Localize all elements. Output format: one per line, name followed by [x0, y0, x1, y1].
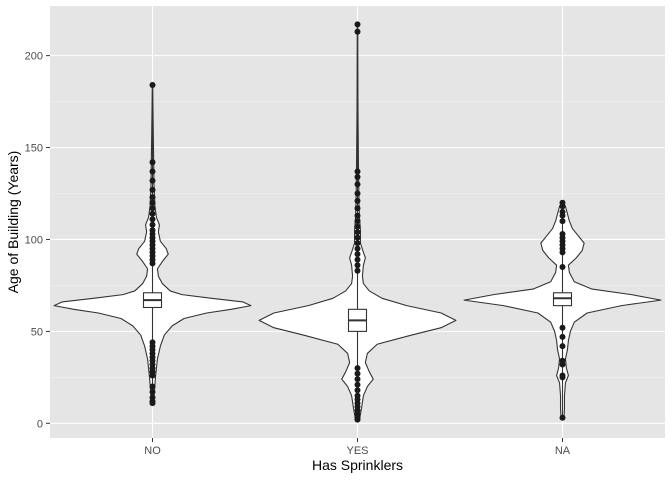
- outlier-point: [149, 159, 156, 166]
- outlier-point: [559, 203, 566, 210]
- outlier-point: [354, 181, 361, 188]
- outlier-point: [149, 260, 156, 267]
- outlier-point: [354, 251, 361, 258]
- outlier-point: [354, 365, 361, 372]
- y-axis-title: Age of Building (Years): [5, 151, 21, 294]
- outlier-point: [354, 387, 361, 394]
- x-tick-label: NA: [555, 445, 571, 457]
- violin-group-yes: [258, 21, 457, 423]
- y-tick-label: 0: [37, 418, 43, 430]
- outlier-point: [559, 264, 566, 271]
- outlier-point: [354, 190, 361, 197]
- outlier-point: [354, 223, 361, 230]
- outlier-point: [559, 361, 566, 368]
- x-axis-ticks: NO YES NA: [144, 438, 571, 457]
- outlier-point: [354, 370, 361, 377]
- outlier-point: [559, 212, 566, 219]
- outlier-point: [149, 194, 156, 201]
- y-tick-label: 150: [25, 143, 43, 155]
- violin-group-no: [53, 82, 252, 407]
- outlier-point: [149, 400, 156, 407]
- outlier-point: [354, 197, 361, 204]
- outlier-point: [354, 21, 361, 28]
- y-tick-label: 50: [31, 326, 43, 338]
- outlier-point: [354, 262, 361, 269]
- outlier-point: [354, 381, 361, 388]
- outlier-point: [354, 234, 361, 241]
- outlier-point: [559, 343, 566, 350]
- outlier-point: [559, 218, 566, 225]
- y-tick-label: 100: [25, 234, 43, 246]
- outlier-point: [559, 374, 566, 381]
- outlier-point: [354, 240, 361, 247]
- outlier-point: [354, 256, 361, 263]
- outlier-point: [354, 267, 361, 274]
- outlier-point: [149, 210, 156, 217]
- outlier-point: [559, 414, 566, 421]
- outlier-point: [149, 199, 156, 206]
- outlier-point: [354, 168, 361, 175]
- outlier-point: [354, 376, 361, 383]
- outlier-point: [149, 168, 156, 175]
- outlier-point: [149, 389, 156, 396]
- outlier-point: [149, 372, 156, 379]
- x-tick-label: YES: [346, 445, 368, 457]
- outlier-point: [354, 229, 361, 236]
- outlier-point: [149, 221, 156, 228]
- violin-group-na: [463, 199, 662, 421]
- outlier-point: [149, 82, 156, 89]
- outlier-point: [559, 249, 566, 256]
- outlier-point: [149, 177, 156, 184]
- outlier-point: [149, 383, 156, 390]
- outlier-point: [149, 205, 156, 212]
- outlier-point: [149, 216, 156, 223]
- x-tick-label: NO: [144, 445, 161, 457]
- outlier-point: [149, 186, 156, 193]
- outlier-point: [354, 28, 361, 35]
- outlier-point: [354, 218, 361, 225]
- outlier-point: [559, 324, 566, 331]
- violins: [53, 21, 662, 423]
- outlier-point: [354, 245, 361, 252]
- x-axis-title: Has Sprinklers: [312, 457, 403, 473]
- outlier-point: [354, 416, 361, 423]
- outlier-point: [354, 173, 361, 180]
- outlier-point: [354, 212, 361, 219]
- y-tick-label: 200: [25, 51, 43, 63]
- y-axis-ticks: 0 50 100 150 200: [25, 51, 50, 430]
- outlier-point: [559, 333, 566, 340]
- outlier-point: [354, 205, 361, 212]
